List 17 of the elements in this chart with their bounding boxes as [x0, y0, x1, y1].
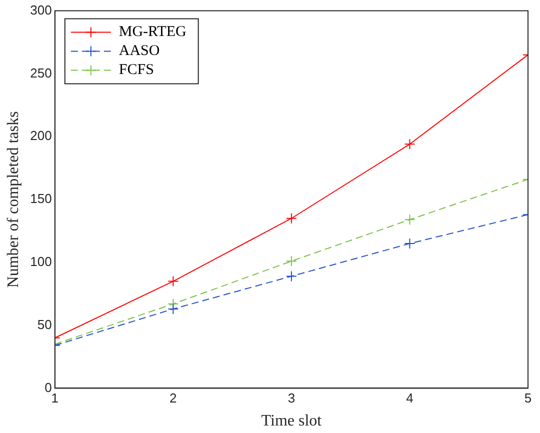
y-tick-label: 100 [30, 254, 52, 269]
y-tick-label: 300 [30, 2, 52, 18]
x-tick-label: 5 [524, 390, 532, 406]
y-axis-title: Number of completed tasks [4, 111, 22, 288]
y-tick-label: 200 [30, 128, 52, 144]
legend-label: AASO [118, 43, 160, 60]
x-tick-label: 4 [406, 390, 414, 406]
y-tick-label: 250 [30, 65, 52, 80]
y-tick-label: 0 [44, 380, 52, 395]
legend-label: MG-RTEG [118, 24, 186, 40]
y-tick-label: 150 [30, 191, 52, 206]
x-tick-label: 2 [170, 390, 177, 406]
x-tick-label: 1 [51, 390, 59, 406]
x-axis-title: Time slot [261, 412, 322, 430]
legend-label: FCFS [118, 62, 154, 78]
x-tick-label: 3 [288, 390, 296, 406]
y-tick-label: 50 [37, 316, 52, 332]
